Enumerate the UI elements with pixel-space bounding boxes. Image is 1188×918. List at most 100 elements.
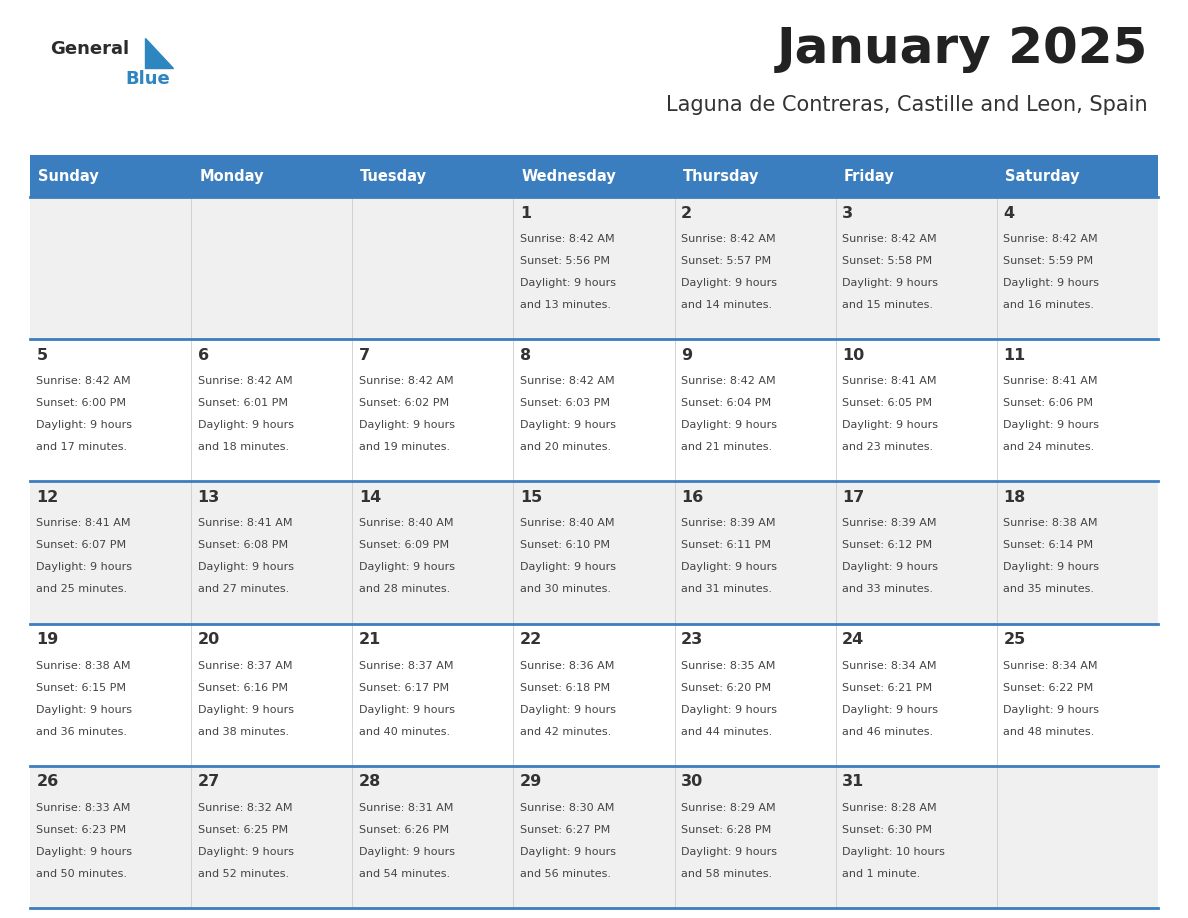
Text: and 40 minutes.: and 40 minutes. (359, 727, 450, 736)
Text: and 38 minutes.: and 38 minutes. (197, 727, 289, 736)
Bar (675, 155, 835, 197)
Text: Tuesday: Tuesday (360, 169, 428, 184)
Text: 20: 20 (197, 633, 220, 647)
Text: and 54 minutes.: and 54 minutes. (359, 869, 450, 879)
Text: and 56 minutes.: and 56 minutes. (520, 869, 611, 879)
Text: Daylight: 9 hours: Daylight: 9 hours (37, 846, 132, 856)
Text: Sunset: 6:12 PM: Sunset: 6:12 PM (842, 541, 933, 551)
Text: 2: 2 (681, 206, 693, 220)
Text: Sunrise: 8:41 AM: Sunrise: 8:41 AM (1004, 376, 1098, 386)
Text: 27: 27 (197, 774, 220, 789)
Text: 31: 31 (842, 774, 865, 789)
Text: and 50 minutes.: and 50 minutes. (37, 869, 127, 879)
Text: Sunset: 6:05 PM: Sunset: 6:05 PM (842, 398, 933, 409)
Bar (30, 155, 191, 197)
Bar (30, 339, 1158, 481)
Text: Sunset: 6:04 PM: Sunset: 6:04 PM (681, 398, 771, 409)
Text: 24: 24 (842, 633, 865, 647)
Text: Sunset: 5:56 PM: Sunset: 5:56 PM (520, 256, 609, 266)
Text: Sunset: 6:16 PM: Sunset: 6:16 PM (197, 683, 287, 692)
Text: Sunrise: 8:42 AM: Sunrise: 8:42 AM (520, 376, 614, 386)
Bar (30, 197, 1158, 339)
Text: Sunrise: 8:42 AM: Sunrise: 8:42 AM (197, 376, 292, 386)
Text: Thursday: Thursday (683, 169, 759, 184)
Text: Saturday: Saturday (1005, 169, 1080, 184)
Bar (997, 155, 1158, 197)
Text: Daylight: 9 hours: Daylight: 9 hours (520, 846, 615, 856)
Text: Friday: Friday (843, 169, 895, 184)
Text: and 27 minutes.: and 27 minutes. (197, 585, 289, 595)
Text: Sunset: 6:28 PM: Sunset: 6:28 PM (681, 824, 771, 834)
Text: 17: 17 (842, 490, 865, 505)
Text: Daylight: 9 hours: Daylight: 9 hours (520, 420, 615, 431)
Bar (353, 155, 513, 197)
Text: Sunrise: 8:37 AM: Sunrise: 8:37 AM (197, 661, 292, 670)
Text: Sunrise: 8:39 AM: Sunrise: 8:39 AM (681, 519, 776, 529)
Text: Sunrise: 8:35 AM: Sunrise: 8:35 AM (681, 661, 776, 670)
Text: Daylight: 9 hours: Daylight: 9 hours (842, 278, 939, 288)
Text: 4: 4 (1004, 206, 1015, 220)
Text: Sunset: 6:01 PM: Sunset: 6:01 PM (197, 398, 287, 409)
Text: Sunrise: 8:31 AM: Sunrise: 8:31 AM (359, 802, 453, 812)
Text: Daylight: 9 hours: Daylight: 9 hours (681, 846, 777, 856)
Text: Sunset: 6:17 PM: Sunset: 6:17 PM (359, 683, 449, 692)
Text: Daylight: 9 hours: Daylight: 9 hours (681, 420, 777, 431)
Text: Sunset: 6:26 PM: Sunset: 6:26 PM (359, 824, 449, 834)
Text: Sunrise: 8:42 AM: Sunrise: 8:42 AM (520, 234, 614, 244)
Text: Sunrise: 8:28 AM: Sunrise: 8:28 AM (842, 802, 937, 812)
Text: Sunrise: 8:36 AM: Sunrise: 8:36 AM (520, 661, 614, 670)
Text: and 52 minutes.: and 52 minutes. (197, 869, 289, 879)
Polygon shape (145, 38, 173, 68)
Text: Sunset: 6:15 PM: Sunset: 6:15 PM (37, 683, 126, 692)
Text: and 31 minutes.: and 31 minutes. (681, 585, 772, 595)
Text: 30: 30 (681, 774, 703, 789)
Text: Sunrise: 8:39 AM: Sunrise: 8:39 AM (842, 519, 936, 529)
Text: and 42 minutes.: and 42 minutes. (520, 727, 611, 736)
Text: Daylight: 9 hours: Daylight: 9 hours (520, 563, 615, 573)
Text: Daylight: 9 hours: Daylight: 9 hours (842, 563, 939, 573)
Text: 11: 11 (1004, 348, 1025, 363)
Text: 14: 14 (359, 490, 381, 505)
Text: Daylight: 9 hours: Daylight: 9 hours (1004, 278, 1099, 288)
Text: Wednesday: Wednesday (522, 169, 617, 184)
Text: 12: 12 (37, 490, 58, 505)
Text: Sunset: 6:21 PM: Sunset: 6:21 PM (842, 683, 933, 692)
Text: Daylight: 9 hours: Daylight: 9 hours (520, 705, 615, 714)
Text: Daylight: 10 hours: Daylight: 10 hours (842, 846, 944, 856)
Text: and 44 minutes.: and 44 minutes. (681, 727, 772, 736)
Text: Daylight: 9 hours: Daylight: 9 hours (1004, 705, 1099, 714)
Bar (835, 155, 997, 197)
Text: Sunset: 6:25 PM: Sunset: 6:25 PM (197, 824, 287, 834)
Text: Sunset: 6:18 PM: Sunset: 6:18 PM (520, 683, 609, 692)
Text: Daylight: 9 hours: Daylight: 9 hours (37, 563, 132, 573)
Text: January 2025: January 2025 (777, 25, 1148, 73)
Text: Sunrise: 8:38 AM: Sunrise: 8:38 AM (37, 661, 131, 670)
Text: Blue: Blue (125, 70, 170, 88)
Text: Sunset: 5:59 PM: Sunset: 5:59 PM (1004, 256, 1093, 266)
Text: Sunday: Sunday (38, 169, 99, 184)
Text: 15: 15 (520, 490, 542, 505)
Text: Sunrise: 8:40 AM: Sunrise: 8:40 AM (520, 519, 614, 529)
Text: Daylight: 9 hours: Daylight: 9 hours (1004, 563, 1099, 573)
Text: and 19 minutes.: and 19 minutes. (359, 442, 450, 453)
Text: 25: 25 (1004, 633, 1025, 647)
Text: 19: 19 (37, 633, 58, 647)
Text: Daylight: 9 hours: Daylight: 9 hours (1004, 420, 1099, 431)
Text: Daylight: 9 hours: Daylight: 9 hours (681, 563, 777, 573)
Text: Sunrise: 8:38 AM: Sunrise: 8:38 AM (1004, 519, 1098, 529)
Text: Daylight: 9 hours: Daylight: 9 hours (37, 420, 132, 431)
Text: Sunrise: 8:34 AM: Sunrise: 8:34 AM (842, 661, 936, 670)
Text: 6: 6 (197, 348, 209, 363)
Text: Daylight: 9 hours: Daylight: 9 hours (359, 563, 455, 573)
Text: 16: 16 (681, 490, 703, 505)
Text: and 35 minutes.: and 35 minutes. (1004, 585, 1094, 595)
Text: 13: 13 (197, 490, 220, 505)
Text: Daylight: 9 hours: Daylight: 9 hours (197, 705, 293, 714)
Text: Sunrise: 8:42 AM: Sunrise: 8:42 AM (359, 376, 454, 386)
Text: Sunrise: 8:42 AM: Sunrise: 8:42 AM (681, 234, 776, 244)
Text: Sunset: 6:08 PM: Sunset: 6:08 PM (197, 541, 287, 551)
Bar (30, 481, 1158, 623)
Text: and 14 minutes.: and 14 minutes. (681, 300, 772, 310)
Text: Sunset: 6:00 PM: Sunset: 6:00 PM (37, 398, 126, 409)
Text: 18: 18 (1004, 490, 1025, 505)
